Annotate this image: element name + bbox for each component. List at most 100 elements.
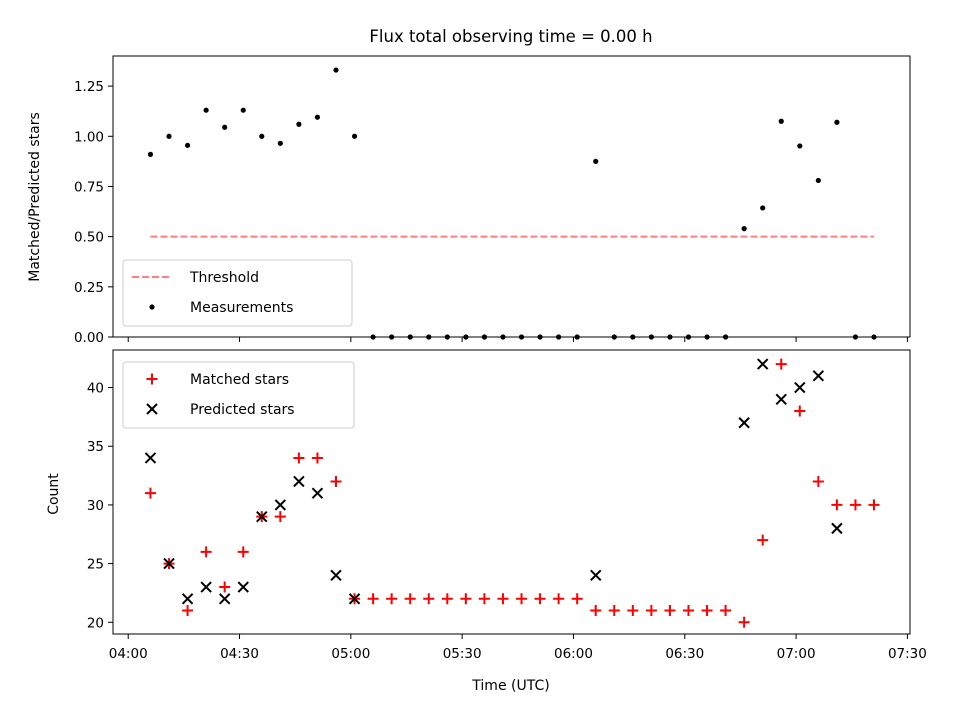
y-tick-label: 0.50 xyxy=(74,230,104,246)
x-tick-label: 07:30 xyxy=(888,646,927,662)
matched-stars-point xyxy=(682,605,694,617)
x-tick-label: 05:30 xyxy=(443,646,482,662)
top-panel: 0.00 0.25 0.50 0.75 1.00 1.25 Threshold Measure… xyxy=(74,55,911,346)
matched-stars-point xyxy=(720,605,732,617)
predicted-stars-point xyxy=(348,593,361,605)
measurement-point xyxy=(797,143,803,149)
matched-stars-point xyxy=(293,452,305,464)
predicted-stars-point xyxy=(831,522,843,535)
measurement-point xyxy=(259,133,265,139)
matched-stars-point xyxy=(534,593,546,605)
matched-stars-point xyxy=(831,499,843,511)
predicted-stars-point xyxy=(590,569,602,582)
matched-stars-point xyxy=(182,605,194,617)
legend-label: Threshold xyxy=(189,270,259,286)
measurement-point xyxy=(296,121,302,127)
measurement-point xyxy=(203,107,209,113)
matched-stars-point xyxy=(497,593,509,605)
y-tick-label: 1.25 xyxy=(74,79,104,95)
top-y-axis-label: Matched/Predicted stars xyxy=(27,112,43,282)
matched-stars-point xyxy=(757,534,769,546)
chart-title: Flux total observing time = 0.00 h xyxy=(369,27,652,46)
legend-measurement-swatch xyxy=(149,304,155,310)
y-tick-label: 35 xyxy=(87,439,104,455)
y-tick-label: 20 xyxy=(87,615,104,631)
measurement-point xyxy=(277,140,283,146)
legend: Matched stars Predicted stars xyxy=(122,361,355,429)
x-tick-label: 05:00 xyxy=(331,646,370,662)
matched-stars-point xyxy=(330,475,342,487)
x-tick-label: 06:00 xyxy=(554,646,593,662)
matched-stars-point xyxy=(386,593,398,605)
legend-matched-swatch xyxy=(146,373,158,385)
legend-predicted-swatch xyxy=(146,403,158,415)
x-tick-label: 07:00 xyxy=(777,646,816,662)
matched-stars-point xyxy=(219,581,231,593)
matched-stars-point xyxy=(460,593,472,605)
measurement-point xyxy=(222,124,228,130)
legend-label: Matched stars xyxy=(190,372,289,388)
matched-stars-point xyxy=(274,511,286,523)
bottom-panel: 20 25 30 35 40 04:00 04:30 05:00 05:30 06:00 06:30… xyxy=(87,349,927,662)
matched-stars-point xyxy=(311,452,323,464)
y-tick-label: 40 xyxy=(87,381,104,397)
matched-stars-point xyxy=(627,605,639,617)
matched-stars-point xyxy=(553,593,565,605)
y-tick-label: 30 xyxy=(87,498,104,514)
measurement-point xyxy=(333,67,339,73)
matched-stars-point xyxy=(590,605,602,617)
measurement-point xyxy=(184,142,191,148)
y-tick-label: 25 xyxy=(87,557,104,573)
matched-stars-point xyxy=(367,593,379,605)
matched-stars-point xyxy=(738,616,750,628)
predicted-stars-point xyxy=(163,557,175,570)
predicted-stars-point xyxy=(218,593,231,605)
axes-frame xyxy=(112,55,911,338)
predicted-stars-point xyxy=(200,581,212,593)
y-tick-label: 1.00 xyxy=(74,129,104,145)
matched-stars-point xyxy=(478,593,490,605)
measurement-point xyxy=(593,158,599,164)
predicted-stars-point xyxy=(293,475,305,488)
legend-box xyxy=(122,259,353,327)
legend-label: Predicted stars xyxy=(190,402,295,418)
predicted-stars-point xyxy=(775,393,787,405)
predicted-stars-point xyxy=(311,487,324,499)
matched-stars-point xyxy=(794,405,806,417)
x-tick-label: 04:30 xyxy=(220,646,259,662)
measurement-point xyxy=(815,177,821,184)
legend: Threshold Measurements xyxy=(122,259,353,327)
matched-stars-point xyxy=(200,546,212,558)
matched-stars-point xyxy=(849,499,861,511)
y-tick-label: 0.75 xyxy=(74,179,104,195)
bottom-y-axis-label: Count xyxy=(46,473,62,515)
predicted-stars-point xyxy=(144,452,157,464)
matched-stars-point xyxy=(812,475,824,487)
measurement-point xyxy=(741,226,747,232)
predicted-stars-point xyxy=(330,569,342,582)
matched-stars-point xyxy=(868,499,880,511)
predicted-stars-point xyxy=(756,358,769,370)
matched-stars-point xyxy=(701,605,713,617)
measurement-point xyxy=(834,119,840,125)
predicted-stars-point xyxy=(181,593,194,605)
measurement-point xyxy=(240,107,246,113)
y-tick-label: 0.25 xyxy=(74,280,104,296)
matched-stars-point xyxy=(571,593,583,605)
measurement-point xyxy=(147,151,154,157)
axes-frame xyxy=(112,349,911,635)
measurement-point xyxy=(166,133,172,139)
x-tick-label: 06:30 xyxy=(665,646,704,662)
predicted-stars-point xyxy=(274,499,287,511)
matched-stars-point xyxy=(441,593,453,605)
y-tick-label: 0.00 xyxy=(74,330,104,346)
predicted-stars-point xyxy=(738,417,750,429)
legend-box xyxy=(122,361,355,429)
measurement-point xyxy=(760,205,766,211)
predicted-stars-point xyxy=(237,581,249,593)
legend-label: Measurements xyxy=(190,300,293,316)
predicted-stars-point xyxy=(256,510,268,523)
x-axis-label: Time (UTC) xyxy=(471,678,549,694)
measurement-point xyxy=(314,114,321,120)
